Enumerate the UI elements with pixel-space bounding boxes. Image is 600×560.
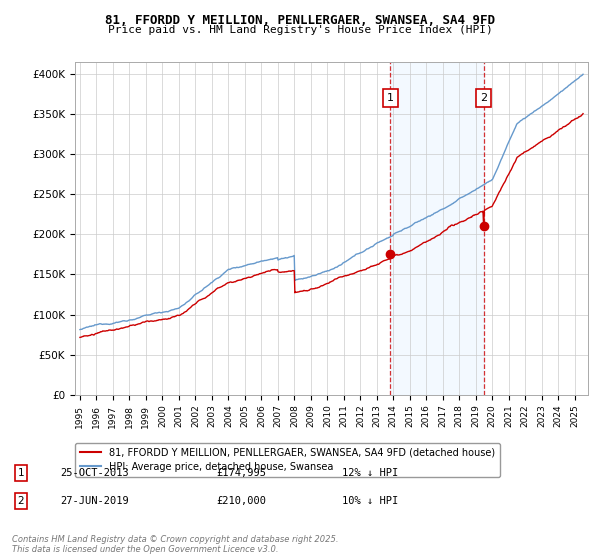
Text: 27-JUN-2019: 27-JUN-2019 <box>60 496 129 506</box>
Text: Price paid vs. HM Land Registry's House Price Index (HPI): Price paid vs. HM Land Registry's House … <box>107 25 493 35</box>
Bar <box>391 62 484 395</box>
Text: 1: 1 <box>387 93 394 102</box>
Text: 12% ↓ HPI: 12% ↓ HPI <box>342 468 398 478</box>
Text: £174,995: £174,995 <box>216 468 266 478</box>
Text: Contains HM Land Registry data © Crown copyright and database right 2025.
This d: Contains HM Land Registry data © Crown c… <box>12 535 338 554</box>
Text: 2: 2 <box>481 93 487 102</box>
Text: 10% ↓ HPI: 10% ↓ HPI <box>342 496 398 506</box>
Text: 1: 1 <box>17 468 25 478</box>
Legend: 81, FFORDD Y MEILLION, PENLLERGAER, SWANSEA, SA4 9FD (detached house), HPI: Aver: 81, FFORDD Y MEILLION, PENLLERGAER, SWAN… <box>75 443 500 477</box>
Text: 2: 2 <box>17 496 25 506</box>
Text: 25-OCT-2013: 25-OCT-2013 <box>60 468 129 478</box>
Text: 81, FFORDD Y MEILLION, PENLLERGAER, SWANSEA, SA4 9FD: 81, FFORDD Y MEILLION, PENLLERGAER, SWAN… <box>105 14 495 27</box>
Text: £210,000: £210,000 <box>216 496 266 506</box>
